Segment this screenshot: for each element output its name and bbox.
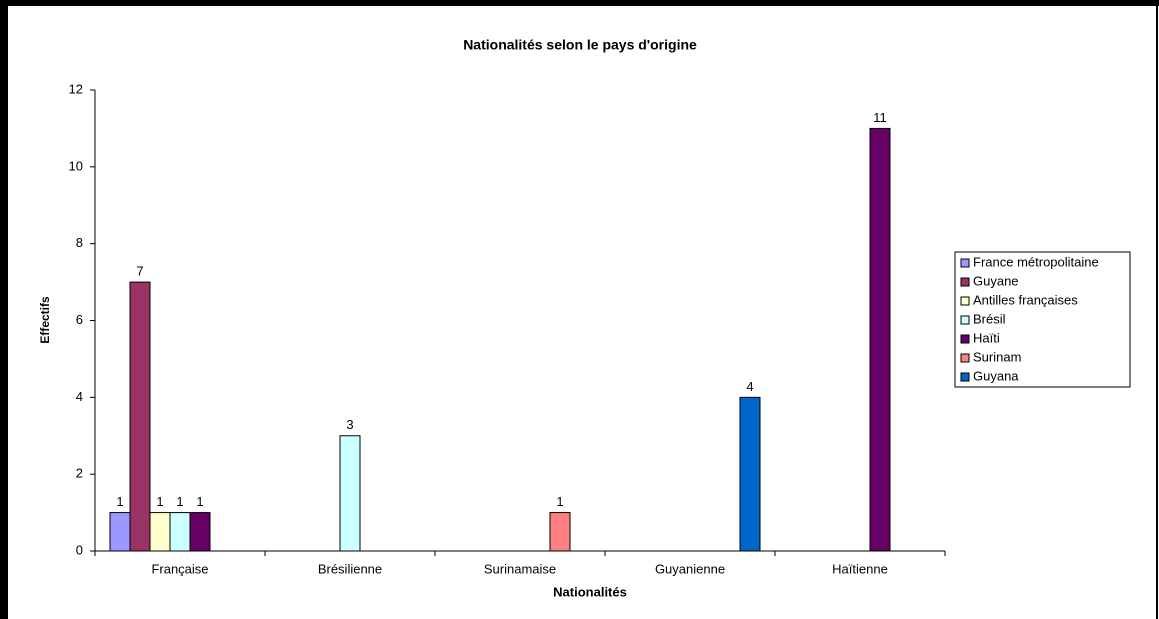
x-tick-label: Surinamaise <box>484 561 556 576</box>
legend-label: Guyane <box>973 273 1019 288</box>
legend-box <box>954 251 1131 388</box>
x-tick-label: Haïtienne <box>832 561 888 576</box>
data-label: 1 <box>196 494 203 509</box>
bar <box>169 512 191 552</box>
bar <box>739 396 761 552</box>
legend-swatch <box>960 334 970 344</box>
legend-swatch <box>960 353 970 363</box>
data-label: 11 <box>873 110 887 125</box>
bar <box>109 512 131 552</box>
y-tick-label: 10 <box>69 158 83 173</box>
y-tick-label: 8 <box>76 235 83 250</box>
x-tick-label: Française <box>151 561 208 576</box>
y-axis-title: Effectifs <box>38 296 52 344</box>
legend-swatch <box>960 258 970 268</box>
x-axis-title: Nationalités <box>553 584 627 599</box>
y-tick-label: 4 <box>76 389 83 404</box>
data-label: 1 <box>556 494 563 509</box>
data-label: 4 <box>746 379 753 394</box>
legend-label: Surinam <box>973 349 1021 364</box>
data-label: 7 <box>136 264 143 279</box>
x-tick-label: Guyanienne <box>655 561 725 576</box>
bar <box>549 512 571 552</box>
legend-swatch <box>960 296 970 306</box>
legend-swatch <box>960 372 970 382</box>
y-tick-label: 2 <box>76 466 83 481</box>
chart-title: Nationalités selon le pays d'origine <box>463 37 697 53</box>
bar <box>149 512 171 552</box>
legend-swatch <box>960 277 970 287</box>
data-label: 1 <box>156 494 163 509</box>
y-tick-label: 0 <box>76 542 83 557</box>
data-label: 3 <box>346 417 353 432</box>
legend-label: France métropolitaine <box>973 254 1099 269</box>
bar <box>189 512 211 552</box>
y-tick-label: 6 <box>76 312 83 327</box>
legend-label: Antilles françaises <box>973 292 1078 307</box>
x-tick-label: Brésilienne <box>318 561 382 576</box>
legend-label: Haïti <box>973 330 1000 345</box>
bar <box>869 127 891 552</box>
data-label: 1 <box>176 494 183 509</box>
bar <box>129 281 151 552</box>
legend-swatch <box>960 315 970 325</box>
bar <box>339 435 361 552</box>
legend-label: Brésil <box>973 311 1006 326</box>
y-tick-label: 12 <box>69 81 83 96</box>
legend-label: Guyana <box>973 368 1019 383</box>
data-label: 1 <box>116 494 123 509</box>
